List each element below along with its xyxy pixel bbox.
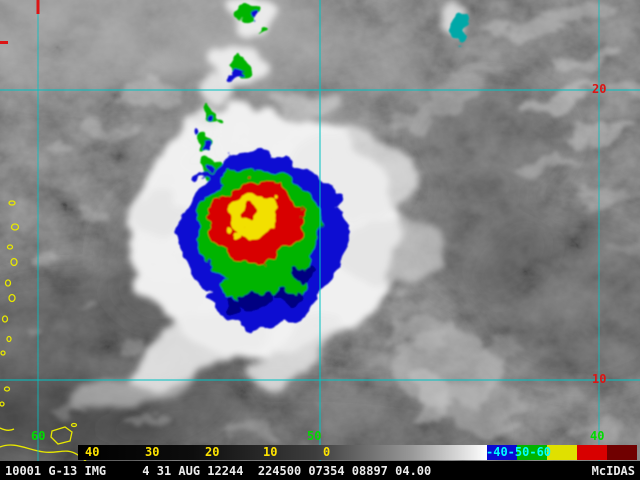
- latlon-grid: [0, 0, 640, 461]
- palette-segment-maroon: [607, 445, 637, 460]
- lat-label-10n: 10: [592, 372, 607, 386]
- enhanced-ir-core: [179, 3, 470, 326]
- lon-label-60w: 60: [31, 429, 46, 443]
- lat-label-20n: 20: [592, 82, 607, 96]
- warm-temp-label-30: 30: [145, 445, 160, 459]
- warm-temp-label-40: 40: [85, 445, 100, 459]
- warm-temp-label-10: 10: [263, 445, 278, 459]
- mcidas-brand: McIDAS: [591, 464, 635, 478]
- coastline-map: [0, 200, 93, 475]
- lon-label-50w: 50: [307, 429, 322, 443]
- frame-info-text: 10001 G-13 IMG 4 31 AUG 12244 224500 073…: [5, 464, 432, 478]
- grid-tick-marks: [0, 0, 40, 44]
- palette-segment-red: [577, 445, 607, 460]
- status-bar: 10001 G-13 IMG 4 31 AUG 12244 224500 073…: [0, 461, 640, 480]
- cloud-field: [24, 3, 640, 440]
- palette-segment-green: [517, 445, 547, 460]
- lon-label-40w: 40: [590, 429, 605, 443]
- feeder-band-cold-tops: [195, 3, 267, 194]
- palette-segment-blue: [487, 445, 517, 460]
- temperature-scale-legend: 40 30 20 10 0 -40-50-60: [78, 445, 637, 460]
- palette-segment-yellow: [547, 445, 577, 460]
- cold-temp-labels: -40-50-60: [486, 445, 552, 459]
- grayscale-gradient-bar: [78, 445, 487, 460]
- warm-temp-label-0: 0: [323, 445, 331, 459]
- warm-temp-label-20: 20: [205, 445, 220, 459]
